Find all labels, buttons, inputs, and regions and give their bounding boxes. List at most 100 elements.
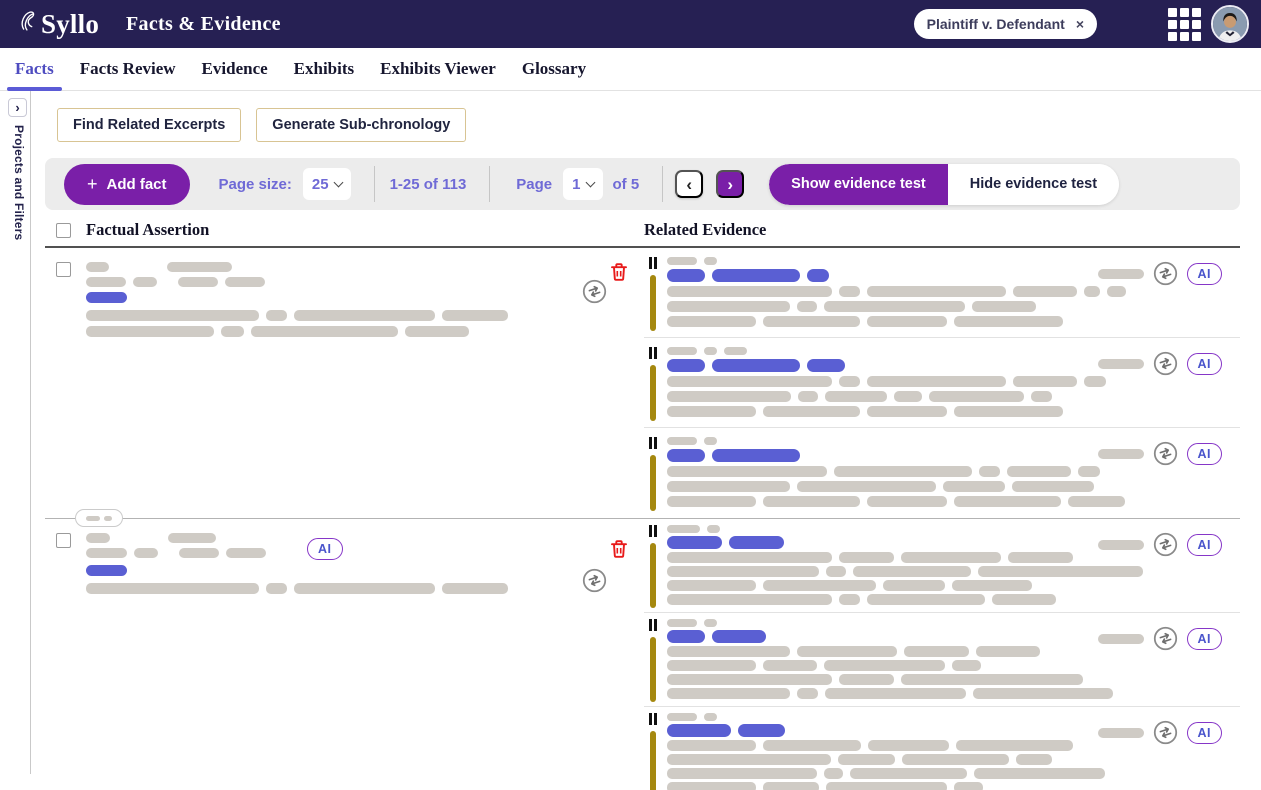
skeleton-row — [667, 630, 1222, 643]
swap-arrows-icon — [582, 568, 607, 593]
skeleton-bar — [954, 406, 1063, 417]
skeleton-bar — [1097, 268, 1144, 279]
drag-handle-icon[interactable] — [649, 257, 657, 270]
skeleton-bar — [667, 754, 831, 765]
delete-fact-button[interactable] — [611, 263, 627, 281]
skeleton-bar — [825, 688, 966, 699]
drag-handle-icon[interactable] — [649, 347, 657, 360]
skeleton-bar — [798, 391, 818, 402]
swap-evidence-button[interactable] — [1153, 720, 1178, 745]
skeleton-row — [667, 347, 1222, 355]
skeleton-row — [667, 580, 1222, 591]
evidence-actions: AI — [1097, 720, 1222, 745]
drag-handle-icon[interactable] — [649, 619, 657, 632]
skeleton-bar — [667, 713, 697, 721]
skeleton-row — [667, 566, 1222, 577]
skeleton-bar — [104, 515, 112, 521]
evidence-rail — [646, 346, 660, 421]
skeleton-bar — [1097, 539, 1144, 550]
skeleton-bar — [978, 566, 1143, 577]
skeleton-bar — [839, 594, 860, 605]
skeleton-bar — [763, 660, 817, 671]
ai-badge: AI — [1186, 533, 1222, 556]
skeleton-bar-highlight — [738, 724, 785, 737]
case-selector-pill[interactable]: Plaintiff v. Defendant × — [913, 9, 1097, 39]
tab-glossary[interactable]: Glossary — [521, 59, 587, 78]
skeleton-row — [86, 292, 644, 303]
evidence-rail — [646, 618, 660, 702]
ai-badge: AI — [1186, 442, 1222, 465]
skeleton-bar — [883, 580, 945, 591]
swap-evidence-button[interactable] — [1153, 626, 1178, 651]
tab-facts[interactable]: Facts — [2, 48, 67, 91]
app-grid-icon[interactable] — [1168, 7, 1201, 41]
skeleton-bar — [704, 347, 717, 355]
link-evidence-button[interactable] — [582, 568, 607, 593]
drag-handle-icon[interactable] — [649, 525, 657, 538]
skeleton-bar — [894, 391, 922, 402]
skeleton-row — [667, 660, 1222, 671]
projects-filters-sidebar: › Projects and Filters — [0, 91, 31, 774]
fact-checkbox[interactable] — [56, 262, 71, 277]
show-evidence-test-button[interactable]: Show evidence test — [769, 163, 948, 205]
skeleton-bar-highlight — [86, 565, 127, 576]
skeleton-bar — [86, 583, 259, 594]
skeleton-bar — [667, 391, 791, 402]
fact-row-group: AI AI AI AI — [45, 509, 1240, 790]
skeleton-bar — [826, 782, 947, 790]
skeleton-row — [667, 376, 1222, 387]
skeleton-row — [667, 481, 1222, 492]
skeleton-bar — [943, 481, 1005, 492]
tab-facts-review[interactable]: Facts Review — [79, 59, 176, 78]
skeleton-bar — [667, 768, 817, 779]
find-related-excerpts-button[interactable]: Find Related Excerpts — [57, 108, 242, 142]
app-logo[interactable]: Syllo — [18, 8, 99, 41]
skeleton-row — [667, 713, 1222, 721]
logo-text: Syllo — [41, 8, 100, 39]
skeleton-bar-highlight — [86, 292, 127, 303]
skeleton-bar — [838, 754, 895, 765]
add-fact-button[interactable]: + Add fact — [64, 163, 190, 205]
skeleton-bar — [979, 466, 1000, 477]
skeleton-bar — [1078, 466, 1100, 477]
tab-exhibits[interactable]: Exhibits — [293, 59, 355, 78]
skeleton-bar-highlight — [667, 536, 722, 549]
skeleton-bar — [724, 347, 747, 355]
delete-fact-button[interactable] — [611, 540, 627, 558]
fact-checkbox[interactable] — [56, 533, 71, 548]
tab-evidence[interactable]: Evidence — [201, 59, 268, 78]
close-icon[interactable]: × — [1075, 16, 1084, 32]
link-evidence-button[interactable] — [582, 279, 607, 304]
ai-badge: AI — [1186, 721, 1222, 744]
generate-sub-chronology-button[interactable]: Generate Sub-chronology — [256, 108, 467, 142]
evidence-skeleton — [660, 346, 1222, 421]
page-number-select[interactable]: 1 — [563, 168, 603, 200]
next-page-button[interactable]: › — [716, 170, 745, 198]
evidence-actions: AI — [1097, 532, 1222, 557]
drag-handle-icon[interactable] — [649, 437, 657, 450]
swap-evidence-button[interactable] — [1153, 261, 1178, 286]
previous-page-button[interactable]: ‹ — [675, 170, 704, 198]
swap-evidence-button[interactable] — [1153, 441, 1178, 466]
select-all-checkbox[interactable] — [56, 223, 71, 238]
user-avatar[interactable] — [1211, 5, 1249, 43]
chevron-right-icon: › — [15, 100, 20, 115]
tab-exhibits-viewer[interactable]: Exhibits Viewer — [380, 59, 496, 78]
hide-evidence-test-button[interactable]: Hide evidence test — [947, 163, 1120, 205]
page-size-select[interactable]: 25 — [302, 168, 351, 200]
skeleton-bar — [667, 257, 697, 265]
page-size-label: Page size: — [218, 175, 292, 193]
chevron-down-icon — [585, 177, 595, 187]
skeleton-row — [667, 619, 1222, 627]
skeleton-bar — [266, 310, 287, 321]
sidebar-expand-button[interactable]: › — [8, 98, 27, 117]
group-divider-pill[interactable] — [75, 509, 123, 527]
skeleton-bar — [797, 646, 897, 657]
skeleton-bar — [952, 580, 1032, 591]
results-range-text: 1-25 of 113 — [389, 175, 467, 193]
drag-handle-icon[interactable] — [649, 713, 657, 726]
fact-cell — [45, 248, 644, 518]
fact-cell: AI — [45, 519, 644, 790]
swap-evidence-button[interactable] — [1153, 532, 1178, 557]
swap-evidence-button[interactable] — [1153, 351, 1178, 376]
